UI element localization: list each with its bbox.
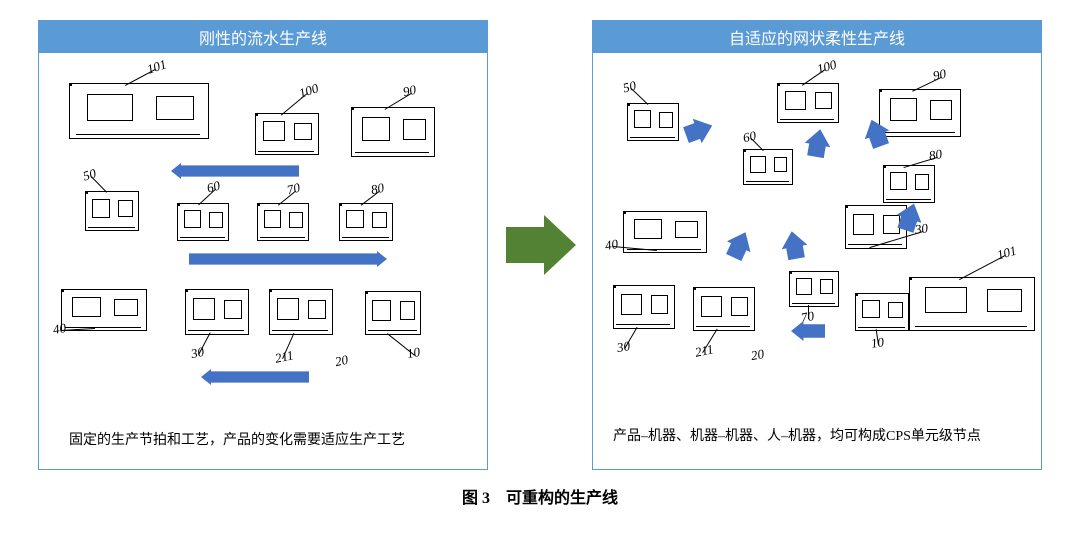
diagram-container: 刚性的流水生产线 固定的生产节拍和工艺，产品的变化需要适应生产工艺 101 100… [0,0,1080,480]
machine-101 [909,277,1035,331]
machine-80 [883,165,935,203]
machine-label-20: 20 [333,352,349,370]
transition-arrow-icon [500,205,580,285]
machine-211 [693,287,755,331]
machine-label-211: 211 [694,341,715,361]
machine-100 [777,83,839,123]
machine-label-40: 40 [604,236,620,254]
machine-label-101: 101 [145,56,168,77]
machine-label-70: 70 [285,180,301,199]
machine-label-90: 90 [931,66,947,84]
machine-70 [789,271,839,307]
machine-101 [69,83,209,139]
left-caption: 固定的生产节拍和工艺，产品的变化需要适应生产工艺 [69,430,449,451]
left-panel-title: 刚性的流水生产线 [39,21,487,53]
flow-arrow-icon [801,125,836,160]
flow-arrow-icon [199,367,309,387]
left-panel-body: 固定的生产节拍和工艺，产品的变化需要适应生产工艺 101100905060708… [39,53,487,469]
machine-label-60: 60 [741,128,757,146]
machine-50 [85,191,139,231]
machine-90 [351,107,435,157]
flow-arrow-icon [169,161,299,181]
right-panel: 自适应的网状柔性生产线 产品–机器、机器–机器、人–机器，均可构成CPS单元级节… [592,20,1042,470]
machine-70 [257,203,309,241]
machine-label-30b: 30 [616,338,632,356]
machine-label-50: 50 [621,78,637,97]
flow-arrow-icon [681,111,719,149]
machine-label-40: 40 [52,320,68,338]
machine-30b [613,285,675,329]
machine-30 [185,289,249,335]
machine-label-50: 50 [81,166,98,185]
machine-80 [339,203,393,241]
machine-10 [855,293,909,331]
left-panel: 刚性的流水生产线 固定的生产节拍和工艺，产品的变化需要适应生产工艺 101 100… [38,20,488,470]
machine-40 [623,211,707,253]
machine-label-10: 10 [870,334,885,352]
flow-arrow-icon [720,224,760,264]
machine-label-80: 80 [369,180,385,198]
machine-60 [743,149,793,185]
machine-211 [269,289,333,335]
flow-arrow-icon [777,227,812,262]
right-panel-title: 自适应的网状柔性生产线 [593,21,1041,53]
flow-arrow-icon [189,249,389,269]
machine-label-20: 20 [750,346,766,364]
figure-caption: 图 3 可重构的生产线 [0,484,1080,508]
right-panel-body: 产品–机器、机器–机器、人–机器，均可构成CPS单元级节点 50 100 90 60 8… [593,53,1041,469]
machine-100 [255,113,319,155]
machine-label-101: 101 [995,243,1018,264]
flow-arrow-icon [789,319,825,343]
machine-label-10: 10 [406,344,422,362]
machine-label-80: 80 [928,146,944,164]
machine-40 [61,289,147,331]
machine-label-100: 100 [815,57,838,78]
machine-label-90: 90 [401,82,417,100]
machine-50 [627,103,679,141]
machine-60 [177,203,229,241]
machine-label-211: 211 [274,347,295,367]
machine-10 [365,291,421,335]
machine-label-100: 100 [297,80,320,101]
right-caption: 产品–机器、机器–机器、人–机器，均可构成CPS单元级节点 [613,426,1013,447]
